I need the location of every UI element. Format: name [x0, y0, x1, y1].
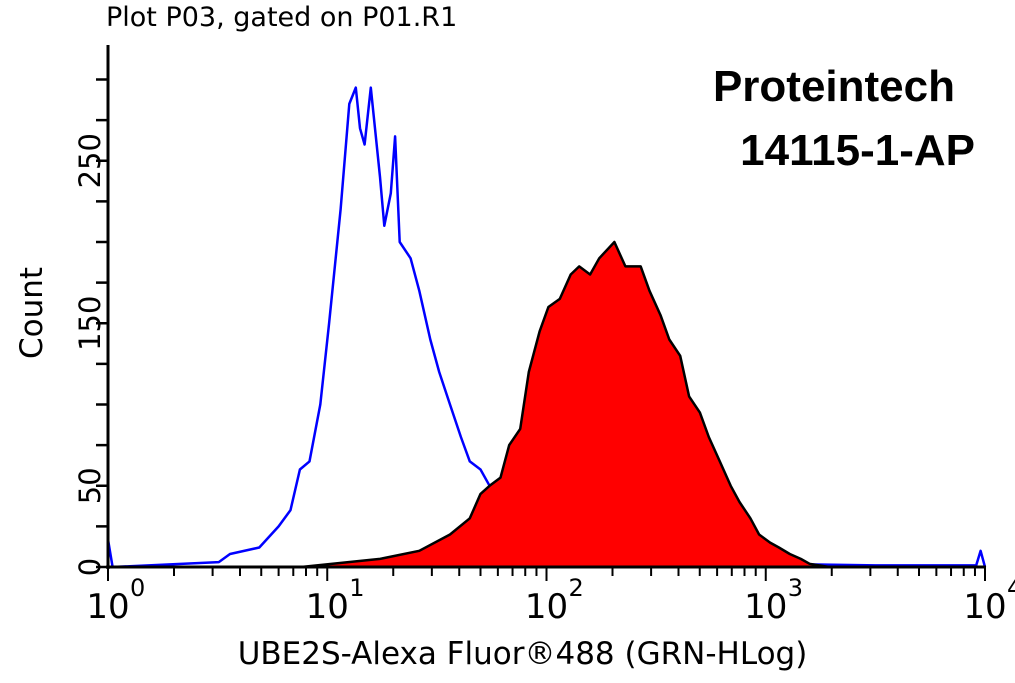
x-tick-exponent: 0 [130, 574, 145, 602]
x-tick-label: 10 [744, 587, 787, 627]
x-tick-exponent: 4 [1007, 574, 1015, 602]
watermark-catalog: 14115-1-AP [740, 126, 975, 175]
x-tick-label: 10 [963, 587, 1006, 627]
x-axis-label: UBE2S-Alexa Fluor®488 (GRN-HLog) [237, 636, 808, 672]
y-tick-label: 250 [73, 133, 107, 188]
x-tick-exponent: 1 [349, 574, 364, 602]
x-tick-exponent: 2 [569, 574, 584, 602]
x-tick-label: 10 [86, 587, 129, 627]
y-tick-label: 0 [73, 558, 107, 576]
x-tick-exponent: 3 [788, 574, 803, 602]
x-tick-label: 10 [525, 587, 568, 627]
y-tick-label: 150 [73, 296, 107, 351]
y-tick-label: 50 [73, 467, 107, 504]
x-tick-label: 10 [306, 587, 349, 627]
series-1-area [299, 240, 831, 569]
watermark-brand: Proteintech [712, 62, 955, 111]
y-axis-label: Count [14, 266, 50, 360]
chart-title: Plot P03, gated on P01.R1 [106, 2, 458, 33]
